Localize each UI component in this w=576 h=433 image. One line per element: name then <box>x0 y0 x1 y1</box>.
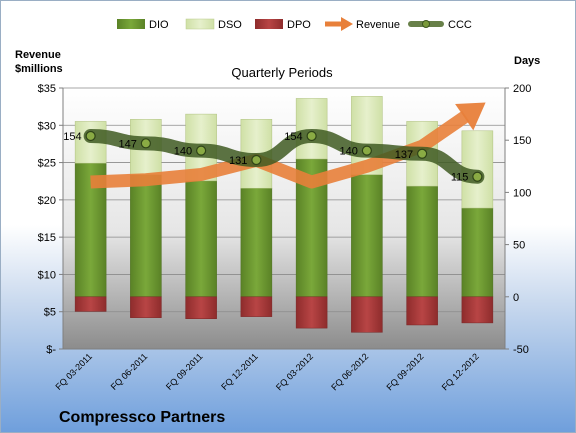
left-axis-title-line1: Revenue <box>15 49 61 61</box>
bar-dio-7 <box>461 207 494 298</box>
bar-dpo-3 <box>240 296 273 317</box>
legend-swatch-dpo <box>255 19 283 29</box>
ccc-marker-6 <box>417 148 428 159</box>
ccc-marker-1 <box>140 138 151 149</box>
ccc-data-label-3: 131 <box>229 155 247 167</box>
x-tick-label-1: FQ 06-2011 <box>109 351 150 392</box>
left-tick-label-3: $15 <box>38 232 56 244</box>
ccc-data-label-4: 154 <box>284 131 302 143</box>
x-tick-label-4: FQ 03-2012 <box>274 351 315 392</box>
right-tick-label-1: 0 <box>513 292 519 304</box>
ccc-data-label-6: 137 <box>395 149 413 161</box>
bar-dio-2 <box>185 180 217 298</box>
legend-label-dso: DSO <box>218 19 242 31</box>
right-tick-label-4: 150 <box>513 135 531 147</box>
legend-swatch-revenue <box>325 17 353 31</box>
left-tick-label-1: $5 <box>44 307 56 319</box>
left-tick-label-2: $10 <box>38 269 56 281</box>
bar-dpo-4 <box>295 296 328 329</box>
ccc-marker-0 <box>85 130 96 142</box>
ccc-marker-3 <box>251 154 262 166</box>
bar-dio-5 <box>351 174 383 298</box>
left-axis-title-line2: $millions <box>15 63 63 75</box>
ccc-data-label-2: 140 <box>174 146 192 158</box>
left-tick-label-7: $35 <box>38 83 56 95</box>
left-tick-label-4: $20 <box>38 195 56 207</box>
ccc-data-label-1: 147 <box>119 138 137 150</box>
legend-swatch-ccc <box>408 20 444 28</box>
ccc-marker-5 <box>361 145 372 156</box>
ccc-marker-7 <box>472 171 483 182</box>
right-tick-label-0: -50 <box>513 344 529 356</box>
legend-label-revenue: Revenue <box>356 19 400 31</box>
legend-label-dpo: DPO <box>287 19 311 31</box>
left-tick-label-5: $25 <box>38 158 56 170</box>
bar-dpo-1 <box>130 296 162 318</box>
x-tick-label-6: FQ 09-2012 <box>385 351 426 392</box>
bar-dpo-6 <box>406 296 438 326</box>
bar-dio-3 <box>240 187 273 298</box>
ccc-marker-2 <box>196 145 207 156</box>
right-axis-title: Days <box>514 55 540 67</box>
x-tick-label-3: FQ 12-2011 <box>219 351 260 392</box>
right-tick-label-5: 200 <box>513 83 531 95</box>
bar-dpo-7 <box>461 296 494 324</box>
x-tick-label-2: FQ 09-2011 <box>164 351 205 392</box>
right-tick-label-3: 100 <box>513 187 531 199</box>
left-tick-label-6: $30 <box>38 120 56 132</box>
bar-dpo-5 <box>351 296 383 333</box>
right-tick-label-2: 50 <box>513 240 525 252</box>
bar-dio-6 <box>406 185 438 298</box>
legend-label-ccc: CCC <box>448 19 472 31</box>
bar-dio-1 <box>130 174 162 298</box>
bar-dso-4 <box>295 98 328 160</box>
legend-swatch-dso <box>185 18 215 30</box>
legend-label-dio: DIO <box>149 19 169 31</box>
legend: DIO DSO DPO Revenue CCC <box>117 17 472 31</box>
ccc-data-label-7: 115 <box>451 172 469 184</box>
left-tick-label-0: $- <box>46 344 56 356</box>
bar-series <box>74 96 494 333</box>
bar-dpo-0 <box>74 296 107 312</box>
x-tick-label-7: FQ 12-2012 <box>440 351 481 392</box>
x-tick-label-0: FQ 03-2011 <box>53 351 94 392</box>
ccc-data-label-0: 154 <box>63 131 81 143</box>
company-name: Compressco Partners <box>59 409 225 426</box>
ccc-data-label-5: 140 <box>340 146 358 158</box>
chart-title: Quarterly Periods <box>231 65 333 80</box>
ccc-marker-4 <box>306 130 317 142</box>
x-tick-label-5: FQ 06-2012 <box>329 351 370 392</box>
revenue-arrowhead <box>455 102 486 131</box>
legend-swatch-dio <box>117 19 145 29</box>
bar-dpo-2 <box>185 296 217 319</box>
ccc-series: 154 147 140 131 154 140 137 115 <box>63 129 485 184</box>
